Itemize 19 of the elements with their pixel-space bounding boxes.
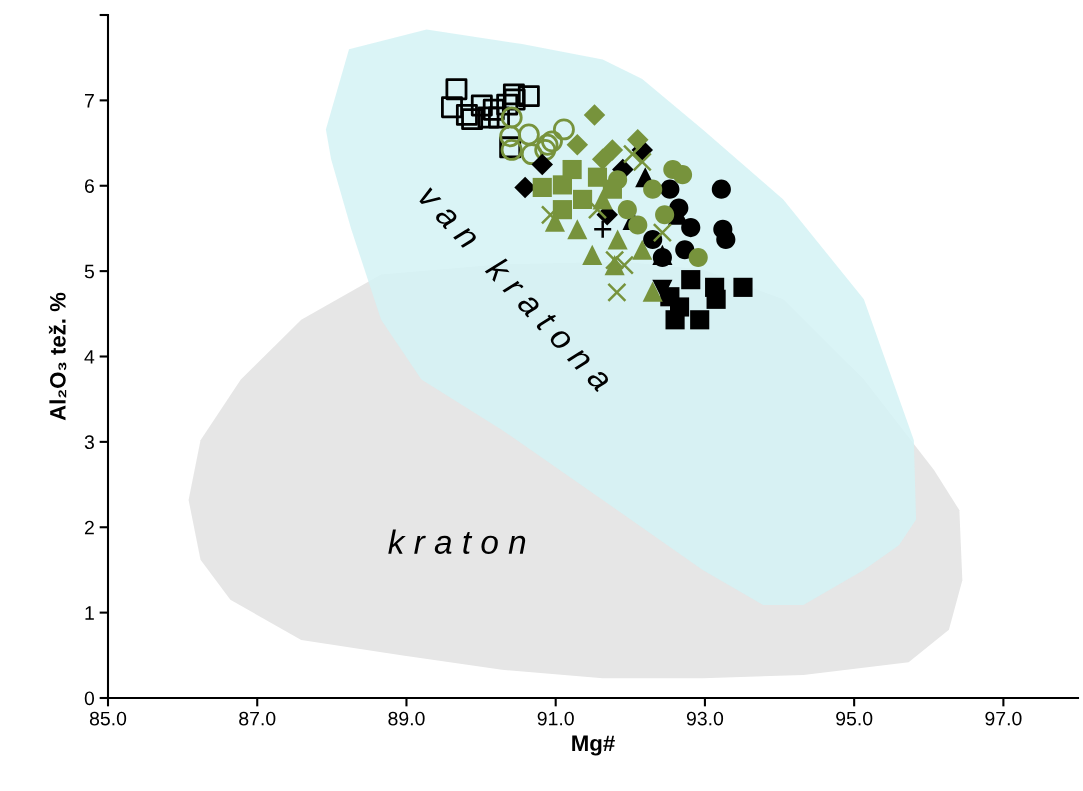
y-tick-label: 5 — [84, 264, 94, 279]
y-tick-label: 2 — [84, 520, 94, 535]
annotation: v a n k r a t o n a — [417, 182, 616, 393]
x-tick-label: 91.0 — [537, 711, 574, 726]
y-tick-label: 1 — [85, 606, 94, 620]
x-tick-label: 97.0 — [985, 711, 1022, 726]
x-tick-label: 87.0 — [239, 711, 276, 726]
x-tick-label: 93.0 — [686, 711, 724, 726]
x-axis-title: Mg# — [572, 735, 615, 756]
y-tick-label: 0 — [84, 691, 95, 706]
y-tick-label: 7 — [84, 94, 94, 108]
y-axis-title: Al₂O₃ tež. % — [48, 292, 67, 421]
x-tick-label: 95.0 — [836, 711, 873, 726]
y-tick-label: 4 — [84, 350, 95, 364]
y-tick-label: 3 — [84, 435, 94, 450]
x-tick-label: 89.0 — [388, 711, 425, 726]
x-tick-label: 85.0 — [89, 711, 127, 726]
y-tick-label: 6 — [84, 179, 94, 193]
annotation: k r a t o n — [388, 529, 526, 554]
